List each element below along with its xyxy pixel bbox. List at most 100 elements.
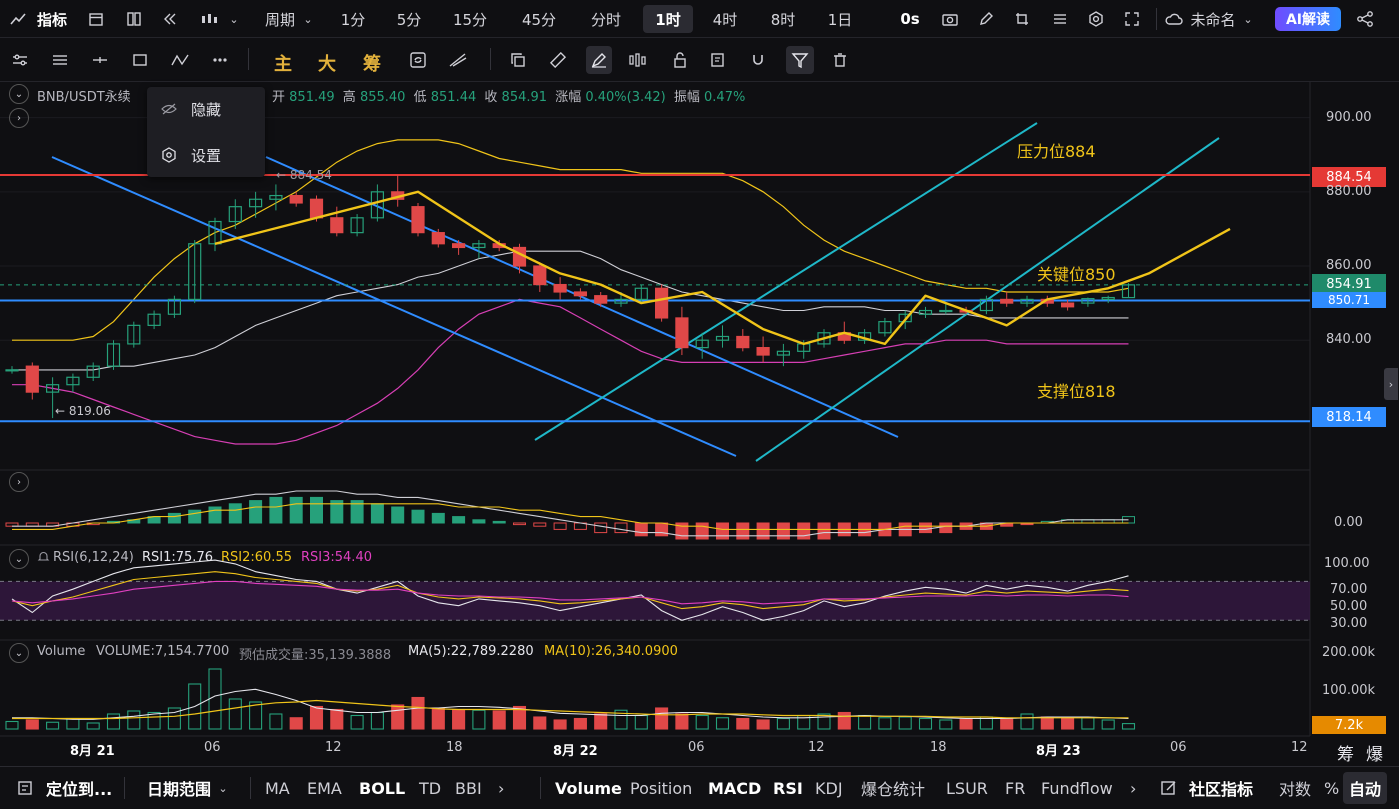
sub-ind-lsur[interactable]: LSUR [946, 778, 988, 798]
liquidation-corner[interactable]: 爆 [1366, 745, 1383, 765]
chevron-right-icon[interactable]: › [498, 778, 505, 798]
date-range-dropdown[interactable]: 日期范围 [147, 780, 212, 799]
tf-1d[interactable]: 1日 [827, 10, 853, 29]
candle-type-icon[interactable] [200, 9, 220, 29]
layout-name[interactable]: 未命名 [1190, 10, 1236, 29]
menu-settings[interactable]: 设置 [161, 143, 221, 167]
more-icon[interactable] [210, 50, 230, 70]
bell-icon[interactable] [36, 549, 50, 563]
bar-pattern-icon[interactable] [628, 50, 648, 70]
sub-ind-macd[interactable]: MACD [708, 778, 762, 798]
key-level-annotation[interactable]: 关键位850 [1037, 265, 1116, 284]
chevron-right-icon[interactable]: › [1130, 778, 1137, 798]
camera-icon[interactable] [940, 9, 960, 29]
gear-icon[interactable] [1086, 9, 1106, 29]
brush-icon[interactable] [586, 46, 612, 74]
community-edit-icon[interactable] [1159, 778, 1179, 798]
volume-bar [1081, 717, 1095, 730]
sub-ind-fr[interactable]: FR [1005, 778, 1026, 798]
list-icon[interactable] [1050, 9, 1070, 29]
main-chip[interactable]: 主 [274, 54, 292, 75]
chips-chip[interactable]: 筹 [363, 54, 381, 75]
side-panel-toggle-icon[interactable]: › [1384, 368, 1398, 400]
candle-body [86, 365, 100, 378]
big-chip[interactable]: 大 [318, 54, 336, 75]
chevron-right-icon[interactable]: › [9, 108, 29, 128]
fullscreen-icon[interactable] [1122, 9, 1142, 29]
ruler-icon[interactable] [548, 50, 568, 70]
chevron-down-icon[interactable]: ⌄ [9, 84, 29, 104]
locate-button[interactable]: 定位到... [46, 780, 113, 799]
main-ind-bbi[interactable]: BBI [455, 778, 482, 798]
main-ind-ema[interactable]: EMA [307, 778, 342, 798]
calendar-icon[interactable] [86, 9, 106, 29]
chevron-down-icon[interactable]: ⌄ [9, 643, 29, 663]
sub-ind-volume[interactable]: Volume [555, 778, 622, 798]
menu-hide[interactable]: 隐藏 [161, 97, 221, 121]
sub-ind-kdj[interactable]: KDJ [815, 778, 843, 798]
refresh-icon[interactable] [408, 50, 428, 70]
lock-icon[interactable] [670, 50, 690, 70]
rectangle-icon[interactable] [130, 50, 150, 70]
candle-body [167, 298, 181, 315]
wave-drawing[interactable] [214, 190, 1231, 346]
ai-interpret-button[interactable]: AI解读 [1275, 7, 1341, 31]
community-indicators[interactable]: 社区指标 [1189, 780, 1254, 799]
sub-ind-liquidation[interactable]: 爆仓统计 [861, 780, 926, 799]
macd-bar [594, 522, 608, 534]
main-ind-boll[interactable]: BOLL [359, 778, 406, 798]
horizontal-line-icon[interactable] [90, 50, 110, 70]
chevron-right-icon[interactable]: › [9, 472, 29, 492]
trend-tools-icon[interactable] [448, 50, 468, 70]
settings-sliders-icon[interactable] [10, 50, 30, 70]
sub-ind-fundflow[interactable]: Fundflow [1041, 778, 1113, 798]
tf-8h[interactable]: 8时 [770, 10, 796, 29]
chevron-down-icon[interactable]: ⌄ [303, 12, 313, 26]
layout-grid-icon[interactable] [124, 9, 144, 29]
crop-icon[interactable] [1012, 9, 1032, 29]
percent-scale-toggle[interactable]: % [1324, 778, 1340, 798]
support-annotation[interactable]: 支撑位818 [1037, 382, 1116, 401]
copy-icon[interactable] [508, 50, 528, 70]
sub-ind-position[interactable]: Position [630, 778, 693, 798]
candle-body [695, 339, 709, 349]
tf-5m[interactable]: 5分 [396, 10, 422, 29]
note-edit-icon[interactable] [708, 50, 728, 70]
chevron-down-icon[interactable]: ⌄ [9, 549, 29, 569]
chevron-down-icon[interactable]: ⌄ [1243, 12, 1253, 26]
period-dropdown[interactable]: 周期 [264, 10, 295, 29]
cloud-icon[interactable] [1164, 9, 1184, 29]
share-icon[interactable] [1355, 9, 1375, 29]
tf-45m[interactable]: 45分 [521, 10, 557, 29]
macd-bar [350, 500, 364, 524]
macd-bar [492, 520, 506, 524]
tf-1h[interactable]: 1时 [643, 5, 693, 33]
chart-canvas[interactable] [0, 82, 1399, 766]
locate-icon[interactable] [16, 778, 36, 798]
tf-4h[interactable]: 4时 [712, 10, 738, 29]
log-scale-toggle[interactable]: 对数 [1279, 780, 1312, 799]
chevron-down-icon[interactable]: ⌄ [218, 781, 228, 795]
rsi3-value: RSI3:54.40 [301, 550, 372, 565]
pen-icon[interactable] [976, 9, 996, 29]
indicator-button[interactable]: 指标 [36, 10, 67, 29]
rewind-icon[interactable] [160, 9, 180, 29]
lines-icon[interactable] [50, 50, 70, 70]
resistance-annotation[interactable]: 压力位884 [1017, 142, 1096, 161]
trash-icon[interactable] [830, 50, 850, 70]
tf-15m[interactable]: 15分 [452, 10, 488, 29]
chart-trend-icon[interactable] [8, 9, 28, 29]
magnet-icon[interactable] [748, 50, 768, 70]
tf-timeshare[interactable]: 分时 [590, 10, 621, 29]
fib-icon[interactable] [170, 50, 190, 70]
volume-bar [1101, 719, 1115, 730]
macd-bar [431, 512, 445, 524]
main-ind-td[interactable]: TD [419, 778, 442, 798]
main-ind-ma[interactable]: MA [265, 778, 290, 798]
sub-ind-rsi[interactable]: RSI [773, 778, 803, 798]
chips-corner[interactable]: 筹 [1337, 745, 1354, 765]
tf-1m[interactable]: 1分 [340, 10, 366, 29]
filter-icon[interactable] [786, 46, 814, 74]
chevron-down-icon[interactable]: ⌄ [229, 12, 239, 26]
auto-scale-toggle[interactable]: 自动 [1343, 772, 1388, 804]
